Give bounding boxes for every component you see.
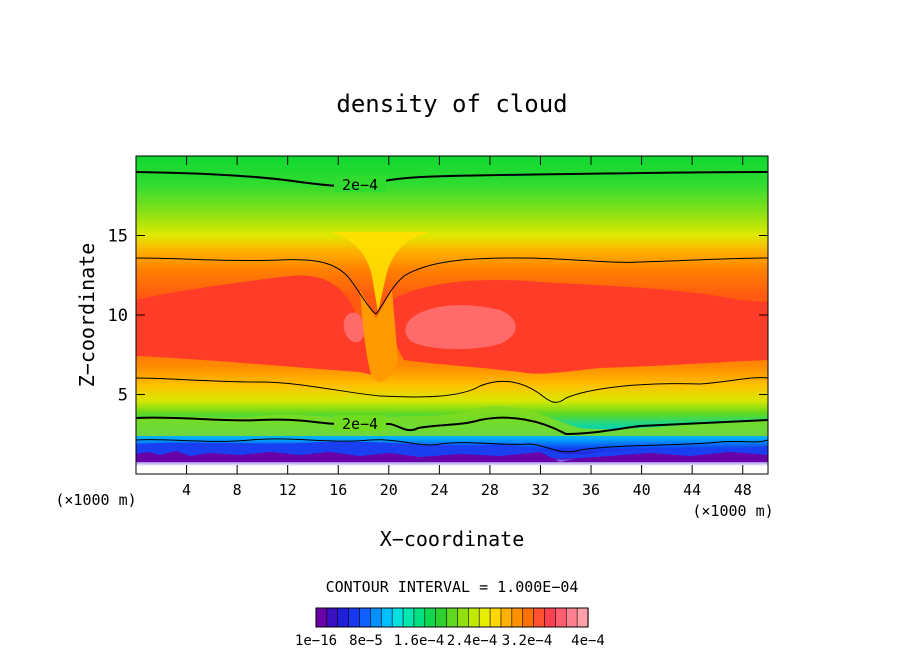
colorbar-labels: 1e−16 8e−5 1.6e−4 2.4e−4 3.2e−4 4e−4	[295, 633, 605, 649]
colorbar-swatch	[359, 607, 371, 628]
colorbar-swatch	[500, 607, 513, 628]
contour-label-upper: 2e−4	[342, 176, 378, 194]
x-tick-label: 40	[633, 481, 651, 499]
y-tick-label: 10	[108, 306, 128, 326]
colorbar-swatch	[555, 607, 567, 628]
contour-line-bottom	[136, 438, 768, 453]
x-tick-label: 28	[481, 481, 499, 499]
colorbar-swatch	[370, 607, 382, 628]
x-unit-right: (×1000 m)	[692, 502, 773, 520]
colorbar	[315, 607, 589, 628]
x-tick-label: 48	[734, 481, 752, 499]
colorbar-swatch	[489, 607, 502, 628]
contour-line-lower	[136, 416, 768, 436]
x-tick-label: 4	[182, 481, 191, 499]
colorbar-label: 4e−4	[571, 633, 605, 649]
colorbar-label: 3.2e−4	[502, 633, 553, 649]
colorbar-swatch	[478, 607, 491, 628]
contour-interval-text: CONTOUR INTERVAL = 1.000E−04	[326, 578, 579, 596]
colorbar-swatch	[468, 607, 480, 628]
colorbar-swatch	[511, 607, 524, 628]
contour-label-lower: 2e−4	[342, 415, 378, 433]
red-band-right	[390, 280, 768, 374]
y-axis-label: Z−coordinate	[75, 243, 99, 388]
contour-label-bg	[334, 176, 386, 192]
plot-area: 2e−4 2e−4	[136, 156, 768, 474]
colorbar-label: 1e−16	[295, 633, 337, 649]
y-tick-labels: 5 10 15	[108, 227, 128, 406]
colorbar-swatch	[522, 607, 535, 628]
colorbar-label: 1.6e−4	[394, 633, 445, 649]
colorbar-swatch	[337, 607, 350, 628]
x-tick-label: 12	[279, 481, 297, 499]
yellow-notch	[330, 232, 430, 312]
colorbar-swatch	[315, 607, 328, 628]
colorbar-swatch	[326, 607, 339, 628]
colorbar-swatch	[391, 607, 404, 628]
colorbar-swatch	[424, 607, 437, 628]
x-tick-labels: 4 8 12 16 20 24 28 32 36 40 44 48	[182, 481, 752, 499]
red-band-left	[136, 275, 376, 376]
colorbar-frame	[315, 607, 589, 628]
colorbar-swatch	[435, 607, 448, 628]
chart-title: density of cloud	[336, 90, 567, 118]
colorbar-swatch	[457, 607, 469, 628]
x-tick-label: 24	[430, 481, 448, 499]
colorbar-swatch	[544, 607, 556, 628]
pink-core-right	[405, 305, 516, 350]
y-tick-label: 15	[108, 227, 128, 247]
blue-band	[136, 441, 768, 458]
purple-floor	[136, 451, 768, 462]
x-tick-label: 36	[582, 481, 600, 499]
contour-line-mid-upper	[136, 257, 768, 315]
pink-core-left	[343, 312, 365, 343]
trough-orange	[360, 290, 398, 382]
colorbar-swatch	[380, 607, 393, 628]
x-unit-left: (×1000 m)	[55, 491, 136, 509]
contour-line-mid-lower	[136, 377, 768, 403]
colorbar-swatch	[565, 607, 578, 628]
plot-frame	[135, 155, 769, 475]
x-tick-label: 8	[233, 481, 242, 499]
y-tick-label: 5	[118, 386, 128, 406]
x-tick-label: 32	[531, 481, 549, 499]
lower-ripple-band	[136, 406, 768, 436]
colorbar-swatch	[576, 607, 589, 628]
tick-marks	[136, 156, 768, 474]
x-tick-label: 44	[683, 481, 701, 499]
x-tick-label: 16	[329, 481, 347, 499]
colorbar-swatch	[446, 607, 459, 628]
colorbar-label: 2.4e−4	[447, 633, 498, 649]
x-tick-label: 20	[380, 481, 398, 499]
contour-label-bg-2	[334, 415, 386, 431]
colorbar-swatch	[402, 607, 415, 628]
colorbar-label: 8e−5	[349, 633, 383, 649]
contour-line-upper	[136, 171, 768, 188]
colorbar-swatch	[533, 607, 546, 628]
x-axis-label: X−coordinate	[380, 527, 525, 551]
colorbar-swatch	[413, 607, 426, 628]
colorbar-swatch	[348, 607, 361, 628]
